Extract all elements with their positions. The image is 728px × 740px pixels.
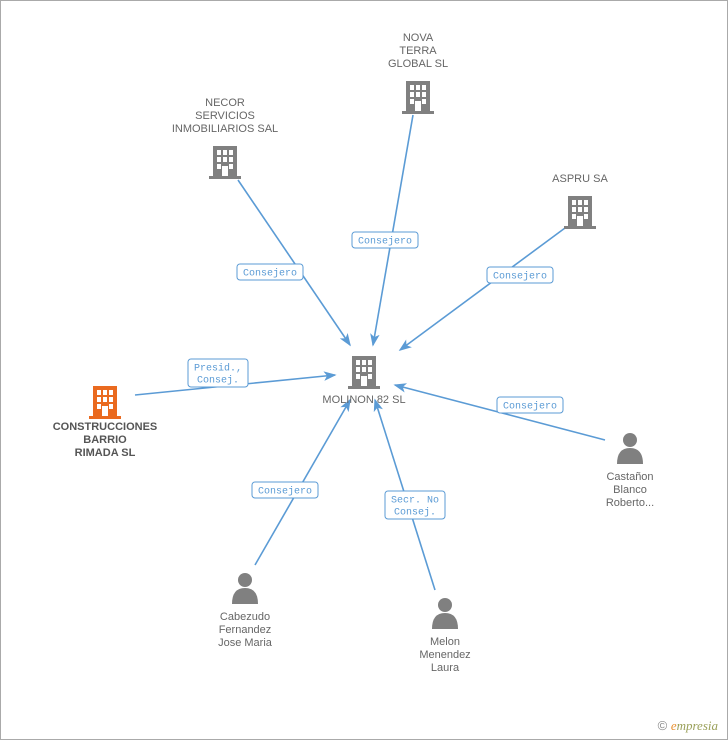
edge-label-text: Consej. (394, 507, 436, 519)
node-melon-label: Menendez (419, 649, 470, 661)
node-cabezudo-label: Fernandez (219, 624, 272, 636)
node-construcciones-label: BARRIO (83, 434, 127, 446)
node-castanon-label: Castañon (606, 471, 653, 483)
node-nova-icon (402, 81, 434, 114)
node-necor-label: INMOBILIARIOS SAL (172, 123, 278, 135)
node-castanon-label: Roberto... (606, 497, 654, 509)
network-diagram: ConsejeroConsejeroConsejeroPresid.,Conse… (0, 0, 728, 740)
node-melon-label: Melon (430, 636, 460, 648)
node-aspru-label: ASPRU SA (552, 173, 608, 185)
node-necor-icon (209, 146, 241, 179)
brand-rest: mpresia (677, 718, 718, 733)
edge-label-text: Consejero (503, 401, 557, 413)
center-node-icon (348, 356, 380, 389)
node-construcciones-icon (89, 386, 121, 419)
footer-credit: © empresia (658, 718, 718, 734)
node-aspru-icon (564, 196, 596, 229)
node-construcciones-label: RIMADA SL (75, 447, 136, 459)
node-castanon-label: Blanco (613, 484, 647, 496)
center-node-label: MOLINON 82 SL (322, 394, 405, 406)
edge-label-text: Presid., (194, 363, 242, 375)
node-nova-label: NOVA (403, 32, 434, 44)
edge-label-text: Consejero (493, 271, 547, 283)
node-cabezudo-label: Jose Maria (218, 637, 273, 649)
edge-label-text: Consej. (197, 375, 239, 387)
node-necor-label: SERVICIOS (195, 110, 255, 122)
node-necor-label: NECOR (205, 97, 245, 109)
edge-label-text: Secr. No (391, 496, 439, 507)
node-cabezudo-label: Cabezudo (220, 611, 270, 623)
node-nova-label: GLOBAL SL (388, 58, 448, 70)
node-nova-label: TERRA (399, 45, 437, 57)
node-melon-label: Laura (431, 662, 460, 674)
edge-label-text: Consejero (258, 486, 312, 498)
edge-label-text: Consejero (243, 268, 297, 280)
node-construcciones-label: CONSTRUCCIONES (53, 421, 158, 433)
copyright-symbol: © (658, 718, 668, 733)
edge-label-text: Consejero (358, 236, 412, 248)
